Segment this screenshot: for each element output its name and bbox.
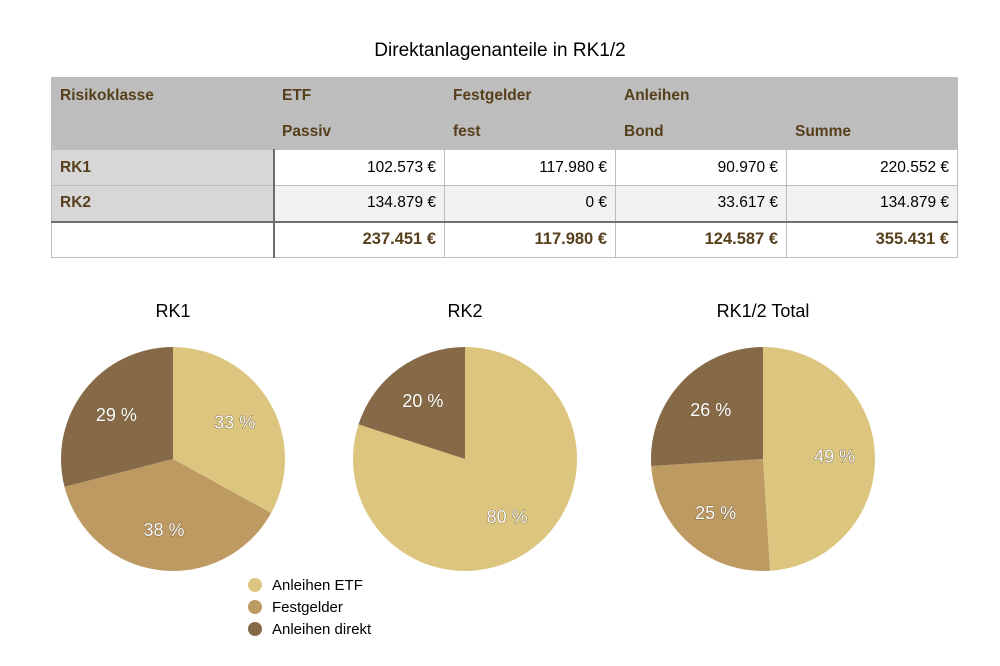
table-header-row: Risikoklasse ETF Festgelder Anleihen: [51, 77, 958, 114]
pie-slice-label: 20 %: [402, 391, 443, 411]
row-label: RK1: [51, 149, 274, 186]
value-cell: 134.879 €: [786, 185, 958, 223]
pie-title-total: RK1/2 Total: [716, 301, 810, 321]
legend-label: Festgelder: [272, 598, 343, 616]
legend-swatch: [248, 622, 262, 636]
value-cell: 0 €: [444, 185, 616, 223]
pie-slice-label: 49 %: [814, 447, 855, 467]
pie-slice: [61, 347, 173, 487]
pie-slice: [358, 347, 465, 459]
table-subheader-row: Passiv fest Bond Summe: [51, 113, 958, 150]
allocation-table: Risikoklasse ETF Festgelder Anleihen Pas…: [51, 77, 958, 258]
total-cell: 237.451 €: [272, 221, 445, 258]
legend-label: Anleihen ETF: [272, 576, 363, 594]
total-cell: 117.980 €: [444, 221, 616, 258]
total-cell: 355.431 €: [786, 221, 958, 258]
pie-slice: [763, 347, 875, 571]
pie-title-rk1: RK1: [155, 301, 191, 321]
legend-swatch: [248, 600, 262, 614]
legend: Anleihen ETF Festgelder Anleihen direkt: [248, 574, 371, 640]
pie-slice: [173, 347, 286, 513]
header-cell: ETF: [273, 77, 445, 114]
totals-label: [51, 221, 274, 258]
chart-title: Direktanlagenanteile in RK1/2: [374, 40, 626, 61]
pie-slice-label: 29 %: [96, 405, 137, 425]
legend-item: Festgelder: [248, 596, 371, 618]
table-row-rk2: RK2 134.879 € 0 € 33.617 € 134.879 €: [51, 185, 958, 223]
total-cell: 124.587 €: [615, 221, 787, 258]
value-cell: 134.879 €: [272, 185, 445, 223]
pie-slice-label: 38 %: [144, 520, 185, 540]
subheader-cell: Summe: [786, 113, 958, 150]
header-cell: Festgelder: [444, 77, 616, 114]
row-label: RK2: [51, 185, 274, 223]
pie-title-rk2: RK2: [447, 301, 483, 321]
pie-slice: [64, 459, 272, 572]
subheader-cell: [51, 113, 274, 150]
header-cell: [786, 77, 958, 114]
header-cell: Anleihen: [615, 77, 787, 114]
legend-item: Anleihen direkt: [248, 618, 371, 640]
pie-slice: [651, 347, 763, 467]
pie-slice-label: 33 %: [214, 413, 255, 433]
subheader-cell: fest: [444, 113, 616, 150]
pie-slice: [651, 459, 771, 571]
pie-slice-label: 25 %: [695, 503, 736, 523]
value-cell: 33.617 €: [615, 185, 787, 223]
value-cell: 102.573 €: [272, 149, 445, 186]
subheader-cell: Bond: [615, 113, 787, 150]
value-cell: 220.552 €: [786, 149, 958, 186]
pie-slice: [353, 347, 578, 572]
legend-item: Anleihen ETF: [248, 574, 371, 596]
table-row-totals: 237.451 € 117.980 € 124.587 € 355.431 €: [51, 221, 958, 258]
pie-slice-label: 26 %: [690, 400, 731, 420]
value-cell: 117.980 €: [444, 149, 616, 186]
legend-swatch: [248, 578, 262, 592]
pie-slice-label: 80 %: [487, 507, 528, 527]
legend-label: Anleihen direkt: [272, 620, 372, 638]
